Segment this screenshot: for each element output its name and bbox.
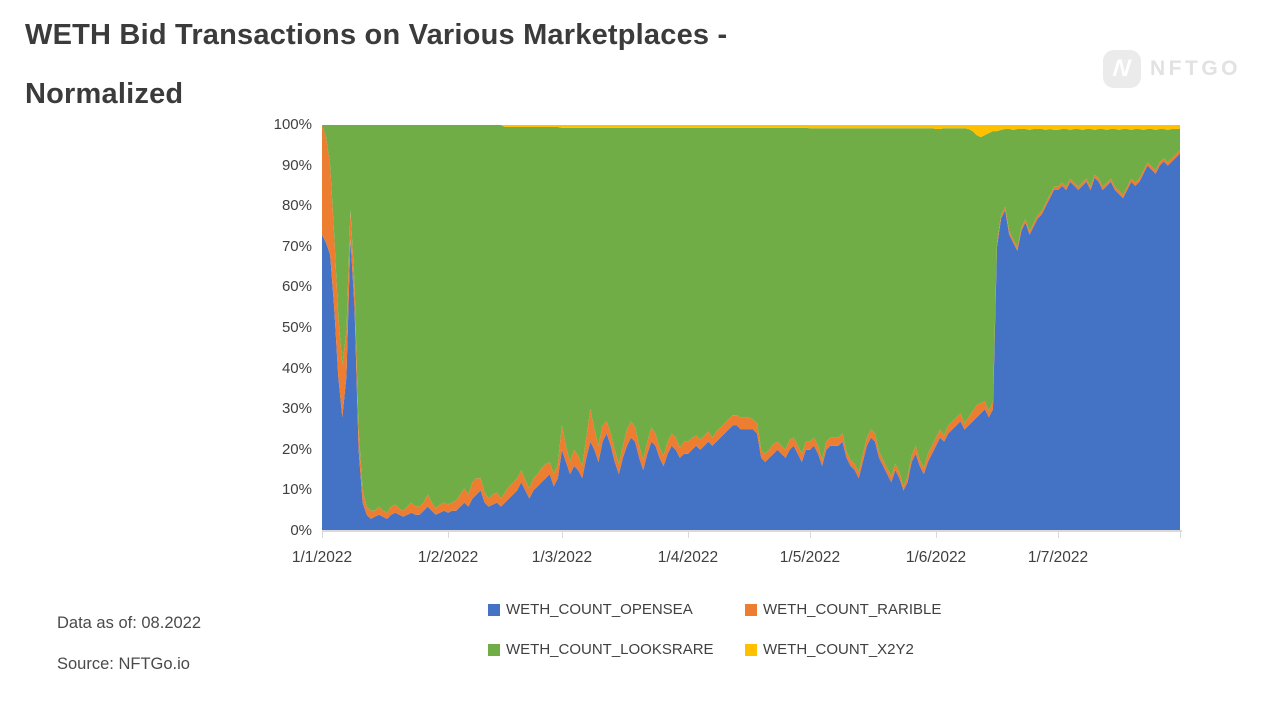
source-note: Source: NFTGo.io	[57, 655, 190, 673]
page-title-line2: Normalized	[25, 78, 184, 110]
x-tick-mark	[809, 532, 811, 538]
y-tick-label: 50%	[281, 319, 312, 336]
area-band-weth_count_opensea	[322, 153, 1180, 531]
legend-item-x2y2: WETH_COUNT_X2Y2	[745, 641, 914, 658]
x-tick-mark	[1058, 532, 1059, 538]
y-tick-label: 90%	[281, 156, 312, 174]
x-tick-mark	[687, 532, 689, 538]
x-axis-line	[322, 530, 1182, 532]
x-tick-mark	[1180, 532, 1181, 538]
x-tick-label: 1/2/2022	[417, 549, 479, 566]
x-tick-label: 1/1/2022	[291, 549, 353, 566]
x-tick-label: 1/3/2022	[531, 549, 593, 566]
y-tick-label: 60%	[281, 278, 312, 296]
legend-swatch-looksrare	[488, 643, 500, 656]
legend-swatch-opensea	[488, 603, 500, 616]
x-tick-mark	[322, 532, 323, 538]
y-tick-label: 70%	[281, 237, 312, 255]
y-tick-label: 10%	[281, 481, 312, 499]
x-tick-label: 1/4/2022	[657, 549, 719, 566]
y-tick-label: 100%	[273, 116, 312, 133]
x-tick-label: 1/7/2022	[1027, 549, 1089, 566]
legend-label-x2y2: WETH_COUNT_X2Y2	[763, 641, 914, 658]
nftgo-logo-letter: N	[1111, 55, 1133, 82]
y-tick-label: 30%	[281, 400, 312, 418]
x-tick-label: 1/5/2022	[779, 549, 841, 566]
legend-label-rarible: WETH_COUNT_RARIBLE	[763, 601, 942, 618]
nftgo-logo: N NFTGO	[1103, 50, 1241, 88]
x-tick-label: 1/6/2022	[905, 549, 967, 566]
legend-swatch-x2y2	[745, 643, 757, 656]
nftgo-logo-icon: N	[1103, 50, 1141, 88]
x-tick-mark	[561, 532, 563, 538]
legend-item-opensea: WETH_COUNT_OPENSEA	[488, 601, 693, 618]
area-band-weth_count_looksrare	[322, 125, 1180, 513]
legend-item-rarible: WETH_COUNT_RARIBLE	[745, 601, 941, 618]
stacked-area-chart	[322, 125, 1180, 531]
y-tick-label: 20%	[281, 440, 312, 458]
legend-item-looksrare: WETH_COUNT_LOOKSRARE	[488, 641, 714, 658]
y-tick-label: 80%	[281, 197, 312, 215]
area-band-weth_count_x2y2	[322, 125, 1180, 138]
legend-swatch-rarible	[745, 603, 757, 616]
page-title: WETH Bid Transactions on Various Marketp…	[25, 6, 1025, 124]
data-as-of-note: Data as of: 08.2022	[57, 614, 202, 632]
page-title-line1: WETH Bid Transactions on Various Marketp…	[25, 19, 728, 51]
chart-plot-area	[322, 125, 1180, 531]
y-tick-label: 0%	[290, 522, 312, 539]
x-tick-mark	[448, 532, 450, 538]
y-tick-label: 40%	[281, 359, 312, 377]
nftgo-logo-text: NFTGO	[1150, 57, 1241, 80]
x-tick-mark	[936, 532, 938, 538]
legend-label-looksrare: WETH_COUNT_LOOKSRARE	[506, 641, 714, 658]
legend-label-opensea: WETH_COUNT_OPENSEA	[506, 601, 693, 618]
